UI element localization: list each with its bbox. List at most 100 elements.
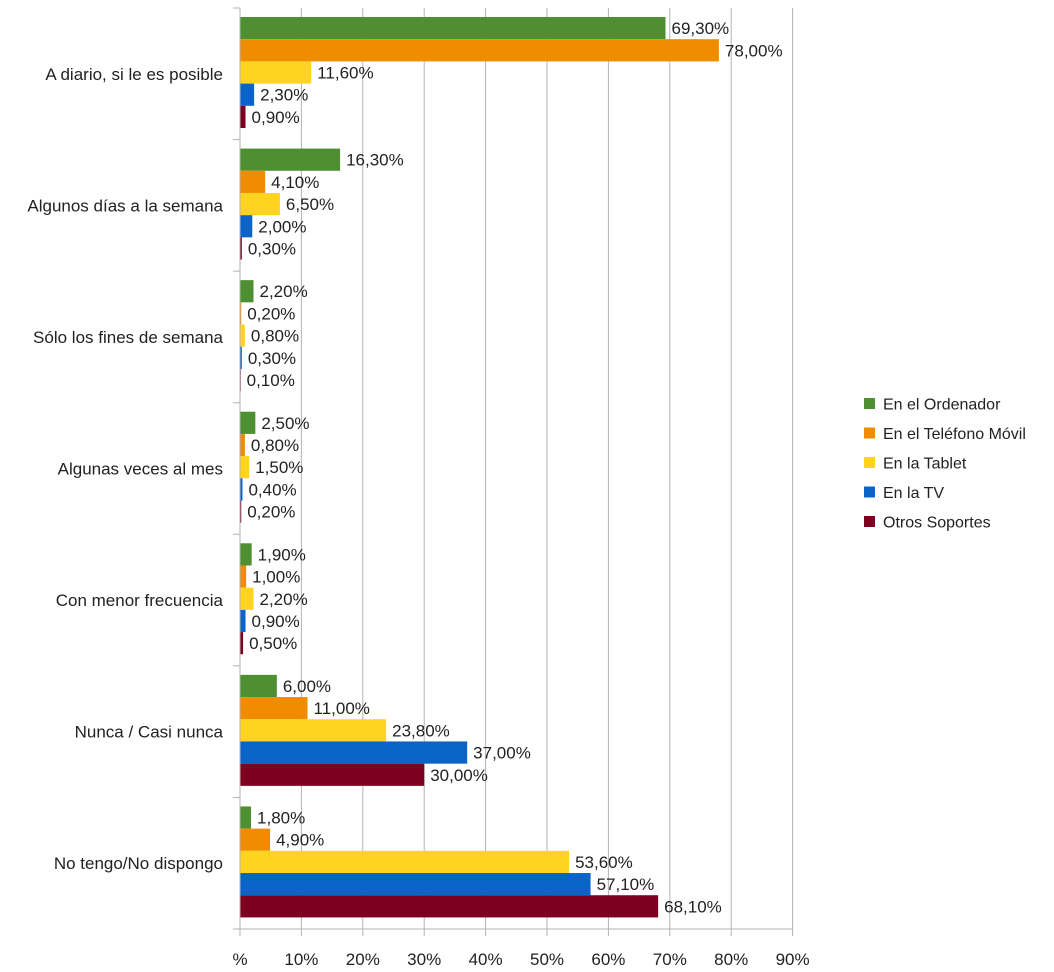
x-tick-label: 90% <box>776 950 810 969</box>
category-label-nunca-casi-nunca: Nunca / Casi nunca <box>75 723 224 742</box>
category-label-solo-los-fines-de-semana: Sólo los fines de semana <box>33 328 223 347</box>
category-label-con-menor-frecuencia: Con menor frecuencia <box>56 591 224 610</box>
x-tick-label: 60% <box>591 950 625 969</box>
bar-en-la-tablet-solo-los-fines-de-semana <box>240 324 245 347</box>
bar-en-el-ordenador-no-tengo-no-dispongo <box>240 806 252 829</box>
x-tick-label: % <box>232 950 247 969</box>
data-label-otros-soportes-no-tengo-no-dispongo: 68,10% <box>664 897 722 916</box>
bar-en-la-tablet-algunos-dias-a-la-semana <box>240 192 280 216</box>
bar-otros-soportes-nunca-casi-nunca <box>240 763 425 786</box>
x-tick-label: 70% <box>653 950 687 969</box>
data-label-en-el-telefono-movil-con-menor-frecuencia: 1,00% <box>252 568 300 587</box>
bar-en-la-tv-no-tengo-no-dispongo <box>240 873 591 896</box>
data-label-otros-soportes-nunca-casi-nunca: 30,00% <box>430 766 488 785</box>
bar-en-la-tablet-a-diario-si-le-es-posible <box>240 61 312 84</box>
data-label-en-el-ordenador-solo-los-fines-de-semana: 2,20% <box>260 282 308 301</box>
bar-en-el-telefono-movil-con-menor-frecuencia <box>240 565 247 588</box>
legend-label-en-el-ordenador: En el Ordenador <box>883 397 1001 414</box>
bars <box>240 17 719 918</box>
data-label-en-el-ordenador-algunas-veces-al-mes: 2,50% <box>261 414 309 433</box>
bar-otros-soportes-no-tengo-no-dispongo <box>240 895 659 918</box>
data-label-en-el-ordenador-con-menor-frecuencia: 1,90% <box>258 545 306 564</box>
bar-en-la-tv-nunca-casi-nunca <box>240 741 468 764</box>
category-label-a-diario-si-le-es-posible: A diario, si le es posible <box>45 65 223 84</box>
data-label-otros-soportes-solo-los-fines-de-semana: 0,10% <box>247 371 295 390</box>
bar-en-la-tv-a-diario-si-le-es-posible <box>240 83 255 106</box>
bar-en-el-ordenador-algunos-dias-a-la-semana <box>240 148 341 171</box>
data-label-en-la-tablet-nunca-casi-nunca: 23,80% <box>392 721 450 740</box>
data-label-otros-soportes-a-diario-si-le-es-posible: 0,90% <box>252 108 300 127</box>
bar-en-el-telefono-movil-algunos-dias-a-la-semana <box>240 170 266 193</box>
bar-en-la-tv-algunas-veces-al-mes <box>240 478 243 501</box>
data-label-en-el-telefono-movil-no-tengo-no-dispongo: 4,90% <box>276 831 324 850</box>
bar-otros-soportes-algunas-veces-al-mes <box>240 500 242 523</box>
legend-label-en-la-tv: En la TV <box>883 485 944 502</box>
x-tick-label: 20% <box>346 950 380 969</box>
bar-en-el-ordenador-solo-los-fines-de-semana <box>240 280 254 303</box>
data-label-en-la-tablet-algunas-veces-al-mes: 1,50% <box>255 458 303 477</box>
data-label-en-el-telefono-movil-solo-los-fines-de-semana: 0,20% <box>247 304 295 323</box>
data-label-en-la-tv-algunas-veces-al-mes: 0,40% <box>248 480 296 499</box>
data-label-en-el-ordenador-nunca-casi-nunca: 6,00% <box>283 677 331 696</box>
data-label-en-el-telefono-movil-a-diario-si-le-es-posible: 78,00% <box>725 41 783 60</box>
legend-swatch-en-el-ordenador <box>864 398 875 409</box>
category-label-algunas-veces-al-mes: Algunas veces al mes <box>58 460 223 479</box>
x-tick-label: 10% <box>284 950 318 969</box>
gridlines <box>300 8 794 929</box>
bar-en-la-tv-algunos-dias-a-la-semana <box>240 215 253 238</box>
data-label-en-la-tv-solo-los-fines-de-semana: 0,30% <box>248 349 296 368</box>
bar-en-la-tablet-algunas-veces-al-mes <box>240 456 250 479</box>
bar-en-la-tablet-no-tengo-no-dispongo <box>240 850 570 874</box>
data-label-en-el-ordenador-a-diario-si-le-es-posible: 69,30% <box>672 19 730 38</box>
data-label-en-el-telefono-movil-nunca-casi-nunca: 11,00% <box>314 699 370 718</box>
bar-en-el-telefono-movil-solo-los-fines-de-semana <box>240 302 242 325</box>
legend-label-en-el-telefono-movil: En el Teléfono Móvil <box>883 426 1026 443</box>
data-label-en-la-tv-no-tengo-no-dispongo: 57,10% <box>597 875 655 894</box>
data-label-en-el-ordenador-no-tengo-no-dispongo: 1,80% <box>257 809 305 828</box>
data-label-en-la-tablet-a-diario-si-le-es-posible: 11,60% <box>317 64 373 83</box>
x-tick-label: 30% <box>407 950 441 969</box>
x-tick-label: 80% <box>714 950 748 969</box>
data-label-en-la-tv-algunos-dias-a-la-semana: 2,00% <box>258 217 306 236</box>
bar-en-el-telefono-movil-nunca-casi-nunca <box>240 697 308 720</box>
data-label-en-la-tv-a-diario-si-le-es-posible: 2,30% <box>260 86 308 105</box>
bar-en-el-telefono-movil-a-diario-si-le-es-posible <box>240 39 719 62</box>
category-label-no-tengo-no-dispongo: No tengo/No dispongo <box>54 854 223 873</box>
data-label-en-la-tablet-con-menor-frecuencia: 2,20% <box>260 590 308 609</box>
data-label-en-la-tv-nunca-casi-nunca: 37,00% <box>473 744 531 763</box>
category-label-algunos-dias-a-la-semana: Algunos días a la semana <box>27 196 223 215</box>
x-tick-label: 50% <box>530 950 564 969</box>
bar-en-la-tv-solo-los-fines-de-semana <box>240 346 242 369</box>
data-label-otros-soportes-algunas-veces-al-mes: 0,20% <box>247 503 295 522</box>
legend-swatch-en-la-tablet <box>864 457 875 468</box>
data-label-en-el-telefono-movil-algunas-veces-al-mes: 0,80% <box>251 436 299 455</box>
data-label-en-la-tv-con-menor-frecuencia: 0,90% <box>252 612 300 631</box>
bar-en-el-ordenador-con-menor-frecuencia <box>240 543 252 566</box>
bar-en-la-tv-con-menor-frecuencia <box>240 609 246 633</box>
bar-otros-soportes-algunos-dias-a-la-semana <box>240 237 242 260</box>
bar-otros-soportes-a-diario-si-le-es-posible <box>240 105 246 128</box>
data-label-en-el-ordenador-algunos-dias-a-la-semana: 16,30% <box>346 151 404 170</box>
legend-label-otros-soportes: Otros Soportes <box>883 515 991 532</box>
legend: En el Ordenador En el Teléfono Móvil En la… <box>864 397 1026 532</box>
data-label-en-la-tablet-algunos-dias-a-la-semana: 6,50% <box>286 195 334 214</box>
bar-otros-soportes-con-menor-frecuencia <box>240 632 244 655</box>
legend-label-en-la-tablet: En la Tablet <box>883 456 967 473</box>
bar-en-el-telefono-movil-algunas-veces-al-mes <box>240 433 245 457</box>
bar-en-el-telefono-movil-no-tengo-no-dispongo <box>240 828 271 851</box>
x-tick-label: 40% <box>469 950 503 969</box>
data-label-en-la-tablet-solo-los-fines-de-semana: 0,80% <box>251 327 299 346</box>
legend-swatch-en-el-telefono-movil <box>864 427 875 439</box>
bar-en-el-ordenador-a-diario-si-le-es-posible <box>240 17 666 40</box>
bar-en-el-ordenador-nunca-casi-nunca <box>240 674 277 698</box>
data-label-en-la-tablet-no-tengo-no-dispongo: 53,60% <box>575 853 633 872</box>
axes: % 10% 20% 30% 40% 50% 60% 70% 80% 90% A diario, si… <box>27 7 810 969</box>
data-label-en-el-telefono-movil-algunos-dias-a-la-semana: 4,10% <box>271 173 319 192</box>
bar-en-el-ordenador-algunas-veces-al-mes <box>240 411 256 434</box>
data-label-otros-soportes-con-menor-frecuencia: 0,50% <box>249 634 297 653</box>
data-labels: 69,30% 78,00% 11,60% 2,30% 0,90% 16,30% 4,10% 6… <box>247 19 783 916</box>
bar-en-la-tablet-nunca-casi-nunca <box>240 719 387 742</box>
legend-swatch-en-la-tv <box>864 486 875 498</box>
bar-en-la-tablet-con-menor-frecuencia <box>240 587 254 610</box>
